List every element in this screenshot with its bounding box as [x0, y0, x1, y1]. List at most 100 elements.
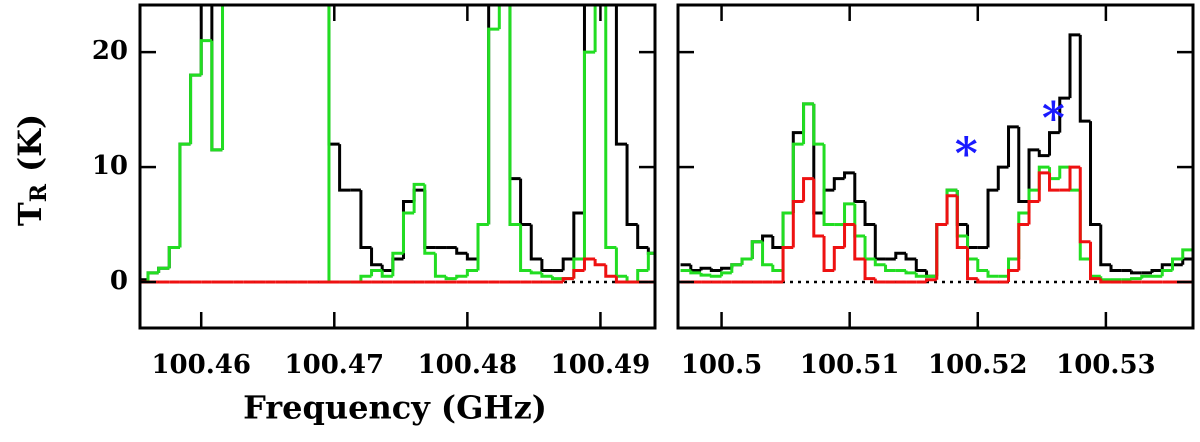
spectrum-step: [740, 257, 753, 265]
spectrum-step: [1007, 125, 1019, 168]
spectrum-step: [986, 270, 999, 278]
spectrum-step: [465, 269, 479, 277]
spectrum-step: [1130, 277, 1142, 281]
spectrum-step: [561, 277, 574, 283]
y-tick-label: 20: [92, 36, 128, 66]
spectrum-step: [551, 276, 564, 281]
spectrum-step: [455, 274, 468, 279]
spectrum-step: [338, 144, 351, 192]
spectrum-step: [822, 236, 835, 273]
spectrum-step: [401, 200, 415, 260]
spectrum-step: [843, 171, 855, 179]
spectrum-step: [519, 224, 532, 273]
spectrum-step: [593, 259, 606, 267]
spectrum-step: [1099, 278, 1112, 284]
spectrum-step: [802, 102, 814, 145]
spectrum-step: [1058, 165, 1071, 179]
spectrum-step: [146, 271, 159, 283]
spectrum-step: [1109, 264, 1122, 273]
spectrum-step: [781, 211, 794, 271]
spectrum-step: [699, 272, 712, 277]
spectrum-step: [720, 266, 732, 271]
spectrum-step: [604, 264, 617, 278]
spectrum-step: [210, 40, 223, 152]
spectrum-step: [614, 247, 628, 278]
y-label-main: T: [11, 202, 49, 226]
spectrum-step: [178, 142, 191, 248]
y-label-subscript: R: [26, 183, 52, 202]
spectrum-step: [519, 178, 532, 227]
spectrum-step: [709, 274, 722, 278]
spectrum-step: [955, 195, 968, 250]
spectrum-step: [1089, 121, 1101, 227]
spectrum-step: [935, 223, 948, 277]
spectrum-step: [582, 257, 596, 271]
spectrum-step: [986, 188, 999, 248]
spectrum-step: [1027, 200, 1040, 225]
spectrum-step: [873, 278, 886, 284]
spectrum-step: [843, 223, 855, 248]
spectrum-step: [157, 266, 170, 273]
spectrum-step: [604, 5, 617, 250]
spectrum-step: [689, 270, 702, 275]
spectrum-step: [843, 202, 855, 225]
spectrum-step: [508, 5, 521, 181]
spectrum-step: [1078, 190, 1091, 261]
spectrum-step: [327, 5, 340, 284]
spectrum-step: [853, 203, 866, 238]
x-axis-label: Frequency (GHz): [243, 389, 547, 427]
spectrum-step: [966, 247, 978, 281]
spectrum-step: [802, 102, 814, 133]
spectrum-step: [1130, 270, 1142, 275]
spectrum-step: [976, 259, 989, 273]
spectrum-step: [625, 144, 638, 227]
x-tick-label: 100.46: [151, 350, 251, 380]
spectrum-step: [822, 144, 835, 227]
spectrum-step: [699, 266, 712, 271]
spectrum-step: [720, 271, 732, 277]
spectrum-step: [178, 142, 191, 248]
spectrum-step: [709, 268, 722, 273]
spectrum-step: [884, 264, 896, 273]
x-tick-label: 100.53: [1056, 350, 1156, 380]
spectrum-step: [1017, 223, 1030, 271]
spectrum-step: [832, 246, 845, 271]
spectrum-step: [1027, 148, 1040, 202]
spectrum-step: [391, 251, 404, 277]
spectrum-step: [423, 190, 436, 250]
spectrum-step: [1037, 171, 1050, 202]
spectrum-step: [359, 274, 372, 283]
spectrum-step: [359, 190, 372, 250]
spectrum-step: [1068, 165, 1081, 191]
spectrum-step: [966, 224, 978, 250]
spectrum-step: [412, 182, 425, 214]
spectrum-step: [1007, 269, 1019, 283]
spectrum-step: [781, 211, 794, 248]
spectrum-step: [1037, 165, 1050, 191]
spectrum-step: [873, 259, 886, 267]
spectrum-step: [935, 223, 948, 280]
spectrum-step: [832, 177, 845, 191]
spectrum-step: [1068, 167, 1081, 192]
spectrum-step: [636, 269, 649, 283]
spectrum-step: [167, 246, 180, 269]
spectrum-step: [1078, 34, 1091, 123]
spectrum-step: [781, 246, 794, 283]
spectrum-step: [487, 5, 491, 225]
y-tick-label: 10: [92, 151, 128, 181]
spectrum-step: [561, 257, 574, 271]
spectrum-step: [1160, 263, 1173, 271]
spectrum-step: [761, 241, 773, 267]
spectrum-step: [401, 211, 415, 254]
spectrum-step: [1099, 224, 1112, 267]
spectrum-step: [863, 259, 876, 281]
spectrum-step: [572, 211, 585, 260]
spectrum-step: [863, 236, 876, 261]
spectrum-step: [476, 223, 489, 260]
spectrum-step: [370, 269, 383, 277]
spectrum-step: [730, 263, 743, 273]
spectrum-step: [750, 240, 763, 260]
spectrum-step: [955, 190, 968, 227]
spectrum-step: [1058, 96, 1071, 133]
